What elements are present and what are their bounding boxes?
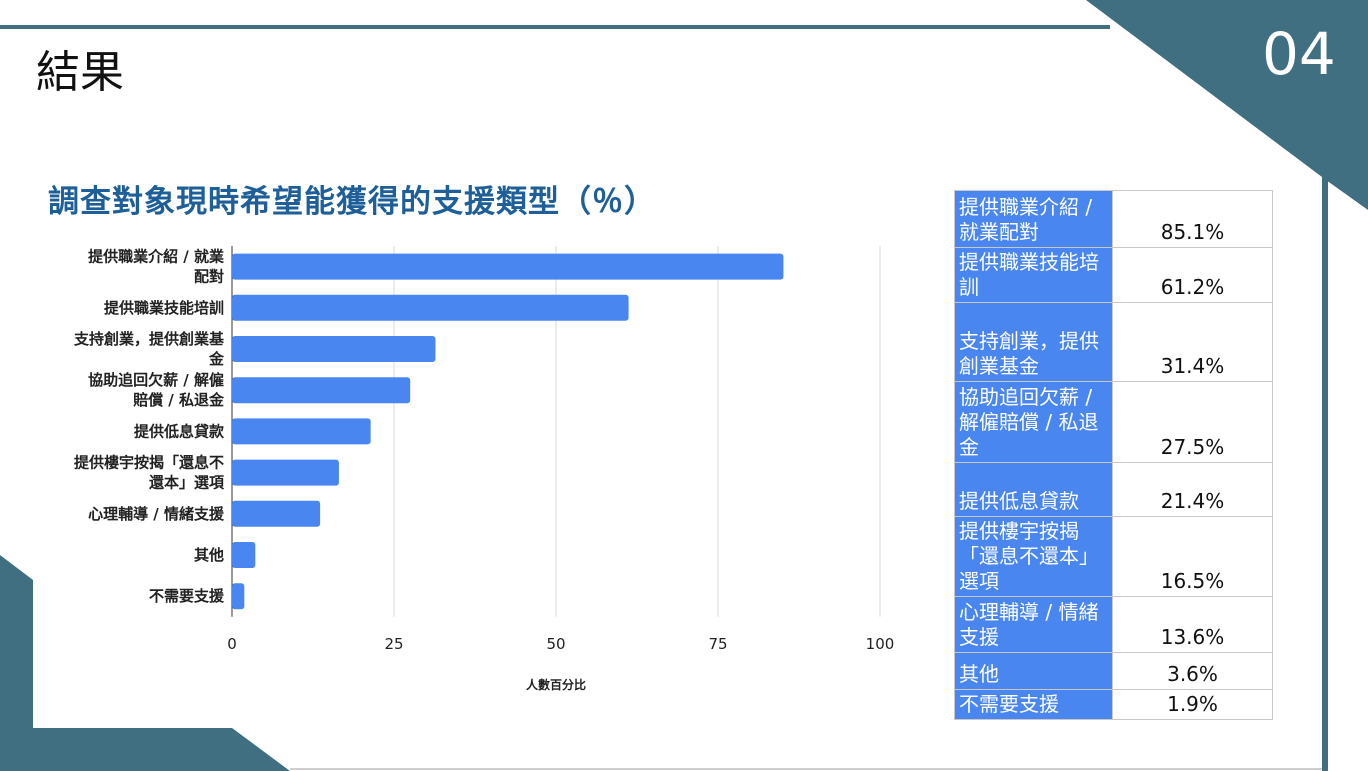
table-name-cell: 不需要支援 xyxy=(954,689,1113,720)
table-name-line: 支援 xyxy=(959,625,999,649)
bar xyxy=(232,294,629,321)
x-tick-label: 100 xyxy=(866,635,895,653)
table-name-cell: 其他 xyxy=(954,652,1113,690)
category-label: 還本」選項 xyxy=(149,474,225,492)
table-row: 提供樓宇按揭 「還息不還本」 選項 16.5% xyxy=(954,516,1273,597)
table-value-cell: 1.9% xyxy=(1112,689,1273,720)
category-label: 不需要支援 xyxy=(149,587,225,605)
table-name-cell: 提供樓宇按揭 「還息不還本」 選項 xyxy=(954,516,1113,597)
table-row: 心理輔導 / 情緒 支援 13.6% xyxy=(954,596,1273,653)
table-name-line: 其他 xyxy=(959,662,999,686)
table-row: 不需要支援 1.9% xyxy=(954,689,1273,720)
top-right-triangle xyxy=(1086,0,1368,210)
table-value-cell: 16.5% xyxy=(1112,516,1273,597)
category-label: 心理輔導 / 情緒支援 xyxy=(88,505,225,523)
table-name-line: 訓 xyxy=(959,275,979,299)
table-row: 協助追回欠薪 / 解僱賠償 / 私退金 27.5% xyxy=(954,381,1273,463)
x-tick-label: 25 xyxy=(384,635,403,653)
table-row: 支持創業，提供 創業基金 31.4% xyxy=(954,302,1273,382)
bar xyxy=(232,377,411,404)
table-name-cell: 協助追回欠薪 / 解僱賠償 / 私退金 xyxy=(954,381,1113,463)
category-label: 配對 xyxy=(194,268,224,286)
x-tick-label: 75 xyxy=(708,635,727,653)
table-value-cell: 21.4% xyxy=(1112,462,1273,517)
results-table: 提供職業介紹 / 就業配對 85.1% 提供職業技能培訓 61.2% 支持創業，提供 創業基… xyxy=(954,190,1273,720)
table-name-line: 創業基金 xyxy=(959,354,1039,378)
bar-chart: 0 25 50 75 100 提供職業介紹 / 就業配對提供職業技能培訓支持創業，提供創業… xyxy=(73,246,895,692)
table-name-cell: 心理輔導 / 情緒 支援 xyxy=(954,596,1113,653)
table-value-cell: 13.6% xyxy=(1112,596,1273,653)
category-label: 提供樓宇按揭「還息不 xyxy=(74,454,224,472)
table-value-cell: 85.1% xyxy=(1112,190,1273,248)
category-label: 支持創業，提供創業基 xyxy=(73,330,225,348)
table-name-cell: 提供職業介紹 / 就業配對 xyxy=(954,190,1113,248)
table-value-cell: 61.2% xyxy=(1112,247,1273,303)
table-name-line: 選項 xyxy=(959,569,999,593)
x-tick-label: 50 xyxy=(546,635,565,653)
table-name-line: 心理輔導 / 情緒 xyxy=(959,600,1099,624)
category-label: 賠償 / 私退金 xyxy=(133,391,225,409)
table-name-cell: 提供低息貸款 xyxy=(954,462,1113,517)
category-label: 提供職業技能培訓 xyxy=(104,299,224,317)
table-name-line: 不需要支援 xyxy=(959,692,1059,716)
category-label: 其他 xyxy=(194,546,224,564)
bottom-left-shape xyxy=(0,555,290,771)
table-value-cell: 3.6% xyxy=(1112,652,1273,690)
table-name-line: 提供職業介紹 / xyxy=(959,195,1093,219)
category-label: 金 xyxy=(208,350,225,368)
table-name-line: 「還息不還本」 xyxy=(959,544,1099,568)
table-name-cell: 支持創業，提供 創業基金 xyxy=(954,302,1113,382)
bar xyxy=(232,459,339,486)
table-name-line: 提供低息貸款 xyxy=(959,489,1079,513)
table-name-line: 支持創業，提供 xyxy=(959,329,1099,353)
table-name-line: 解僱賠償 / 私退 xyxy=(959,410,1099,434)
table-row: 提供低息貸款 21.4% xyxy=(954,462,1273,517)
table-row: 提供職業介紹 / 就業配對 85.1% xyxy=(954,190,1273,248)
slide-number: 04 xyxy=(1262,20,1336,88)
results-table-body: 提供職業介紹 / 就業配對 85.1% 提供職業技能培訓 61.2% 支持創業，提供 創業基… xyxy=(954,190,1273,720)
table-row: 其他 3.6% xyxy=(954,652,1273,690)
table-row: 提供職業技能培訓 61.2% xyxy=(954,247,1273,303)
bar xyxy=(232,418,371,445)
table-name-line: 金 xyxy=(959,435,979,459)
x-axis-title: 人數百分比 xyxy=(526,677,586,692)
bar xyxy=(232,500,321,527)
table-value-cell: 31.4% xyxy=(1112,302,1273,382)
bar xyxy=(232,336,436,362)
table-name-line: 提供樓宇按揭 xyxy=(959,519,1079,543)
category-label: 協助追回欠薪 / 解僱 xyxy=(88,371,224,389)
bar xyxy=(232,583,245,610)
table-name-line: 就業配對 xyxy=(959,220,1039,244)
x-tick-label: 0 xyxy=(227,635,237,653)
bar xyxy=(232,253,784,280)
chart-title: 調查對象現時希望能獲得的支援類型（％） xyxy=(48,184,656,220)
slide-title: 結果 xyxy=(36,47,124,98)
bar xyxy=(232,542,256,568)
table-name-cell: 提供職業技能培訓 xyxy=(954,247,1113,303)
table-name-line: 提供職業技能培 xyxy=(959,250,1099,274)
category-label: 提供職業介紹 / 就業 xyxy=(88,248,225,266)
table-value-cell: 27.5% xyxy=(1112,381,1273,463)
table-name-line: 協助追回欠薪 / xyxy=(959,385,1093,409)
right-edge-bar xyxy=(1322,175,1328,771)
category-label: 提供低息貸款 xyxy=(134,422,225,440)
